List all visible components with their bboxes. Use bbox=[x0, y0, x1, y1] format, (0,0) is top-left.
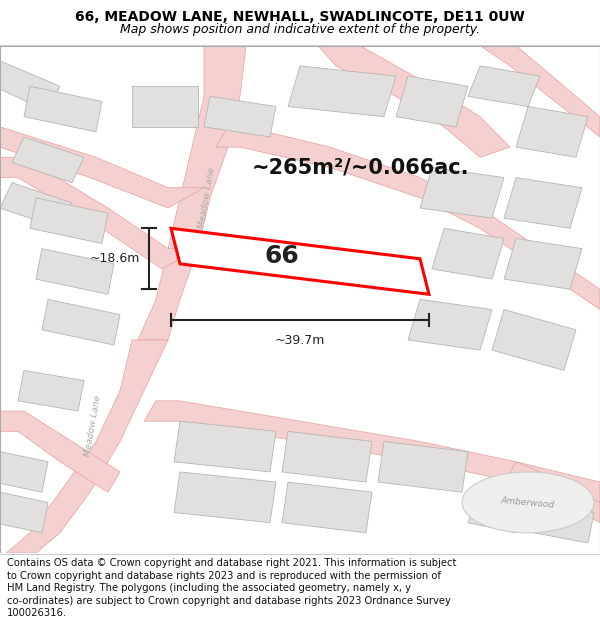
Polygon shape bbox=[216, 127, 600, 309]
Text: 100026316.: 100026316. bbox=[7, 609, 67, 619]
Polygon shape bbox=[504, 462, 600, 522]
Text: ~18.6m: ~18.6m bbox=[89, 253, 140, 265]
Polygon shape bbox=[516, 106, 588, 158]
Text: Amberwood: Amberwood bbox=[501, 496, 555, 509]
Polygon shape bbox=[468, 66, 540, 106]
Polygon shape bbox=[144, 401, 600, 502]
Polygon shape bbox=[174, 472, 276, 522]
Polygon shape bbox=[18, 371, 84, 411]
Polygon shape bbox=[504, 239, 582, 289]
Polygon shape bbox=[492, 309, 576, 371]
Polygon shape bbox=[24, 86, 102, 132]
Polygon shape bbox=[282, 482, 372, 533]
Polygon shape bbox=[171, 228, 429, 294]
Polygon shape bbox=[534, 503, 594, 543]
Text: to Crown copyright and database rights 2023 and is reproduced with the permissio: to Crown copyright and database rights 2… bbox=[7, 571, 441, 581]
Text: Meadow Lane: Meadow Lane bbox=[197, 167, 217, 229]
Text: Contains OS data © Crown copyright and database right 2021. This information is : Contains OS data © Crown copyright and d… bbox=[7, 558, 457, 568]
Text: ~265m²/~0.066ac.: ~265m²/~0.066ac. bbox=[251, 158, 469, 177]
Polygon shape bbox=[378, 441, 468, 493]
Text: Meadow Lane: Meadow Lane bbox=[83, 395, 103, 458]
Polygon shape bbox=[204, 96, 276, 137]
Polygon shape bbox=[12, 137, 84, 182]
Polygon shape bbox=[36, 249, 114, 294]
Polygon shape bbox=[468, 492, 528, 533]
Polygon shape bbox=[432, 228, 504, 279]
Polygon shape bbox=[480, 46, 600, 137]
Text: Map shows position and indicative extent of the property.: Map shows position and indicative extent… bbox=[120, 22, 480, 36]
Polygon shape bbox=[318, 46, 510, 158]
Polygon shape bbox=[0, 158, 198, 269]
Polygon shape bbox=[288, 66, 396, 117]
Polygon shape bbox=[0, 452, 48, 493]
Text: HM Land Registry. The polygons (including the associated geometry, namely x, y: HM Land Registry. The polygons (includin… bbox=[7, 583, 411, 593]
Polygon shape bbox=[0, 411, 120, 492]
Polygon shape bbox=[408, 299, 492, 350]
Polygon shape bbox=[174, 421, 276, 472]
Polygon shape bbox=[30, 198, 108, 244]
Polygon shape bbox=[6, 340, 168, 553]
Polygon shape bbox=[138, 46, 246, 340]
Polygon shape bbox=[420, 168, 504, 218]
Text: 66, MEADOW LANE, NEWHALL, SWADLINCOTE, DE11 0UW: 66, MEADOW LANE, NEWHALL, SWADLINCOTE, D… bbox=[75, 10, 525, 24]
Polygon shape bbox=[0, 492, 48, 533]
Polygon shape bbox=[0, 106, 204, 208]
Polygon shape bbox=[0, 182, 72, 228]
Ellipse shape bbox=[462, 472, 594, 533]
Text: co-ordinates) are subject to Crown copyright and database rights 2023 Ordnance S: co-ordinates) are subject to Crown copyr… bbox=[7, 596, 451, 606]
Polygon shape bbox=[132, 86, 198, 127]
Polygon shape bbox=[42, 299, 120, 345]
Polygon shape bbox=[282, 431, 372, 482]
Polygon shape bbox=[504, 177, 582, 228]
Polygon shape bbox=[0, 61, 60, 112]
Text: 66: 66 bbox=[265, 244, 299, 268]
Text: ~39.7m: ~39.7m bbox=[275, 334, 325, 347]
Polygon shape bbox=[396, 76, 468, 127]
